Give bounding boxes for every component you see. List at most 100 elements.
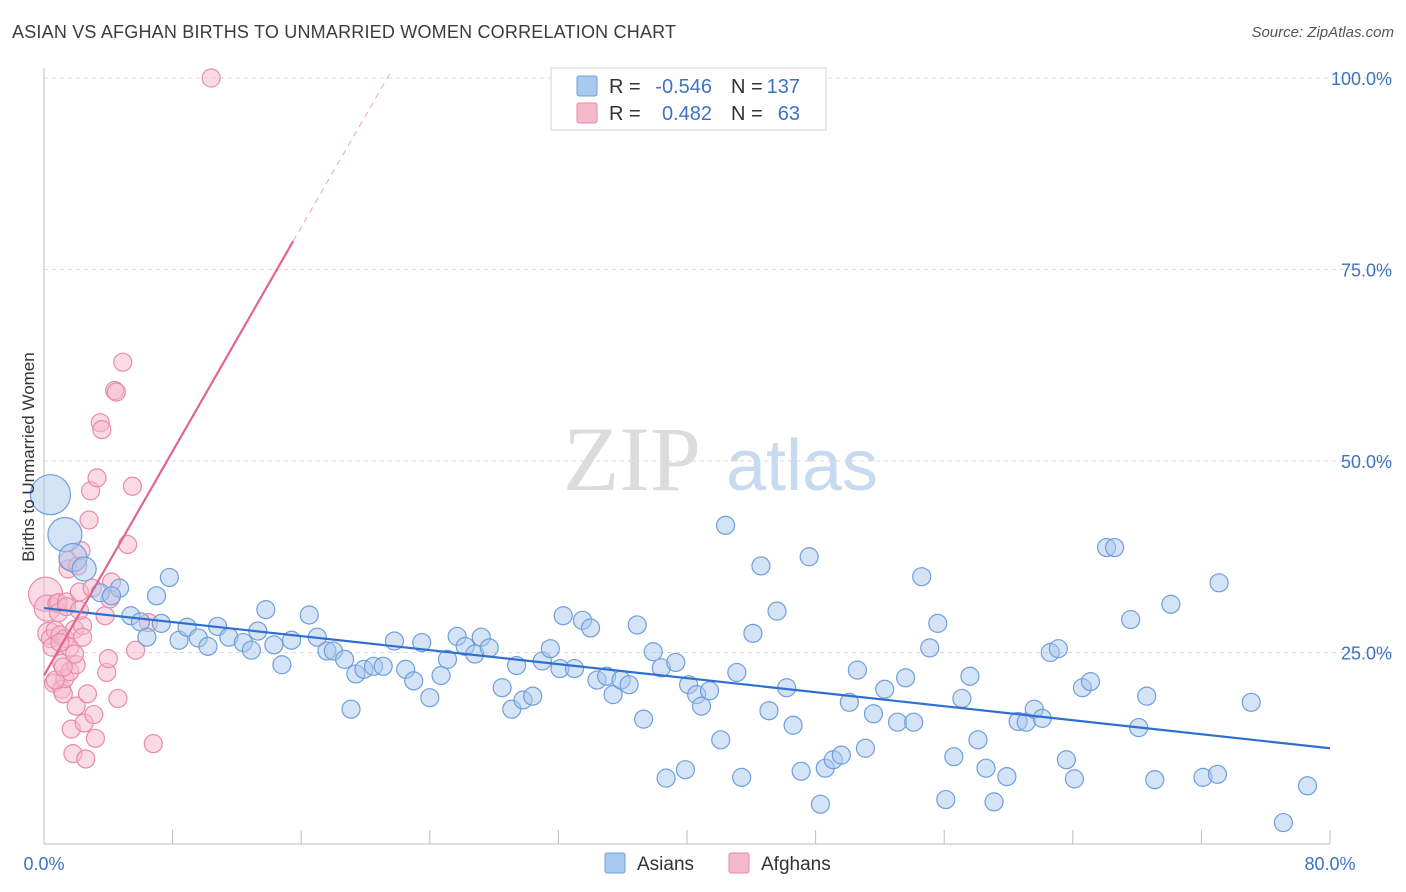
asians-point bbox=[564, 658, 585, 679]
asians-point bbox=[944, 747, 964, 767]
afghans-point bbox=[143, 734, 163, 754]
afghans-point bbox=[106, 382, 126, 402]
asians-point bbox=[984, 792, 1004, 812]
asians-point bbox=[159, 567, 179, 588]
watermark-zip: ZIP bbox=[563, 408, 701, 510]
asians-point bbox=[1048, 639, 1068, 659]
chart-title: ASIAN VS AFGHAN BIRTHS TO UNMARRIED WOME… bbox=[12, 22, 677, 42]
asians-point bbox=[437, 649, 458, 669]
asians-point bbox=[1080, 672, 1101, 692]
asians-point bbox=[101, 586, 122, 606]
asians-point bbox=[920, 638, 940, 658]
y-tick-label: 75.0% bbox=[1341, 261, 1392, 281]
asians-point bbox=[335, 649, 355, 669]
asians-point bbox=[727, 662, 747, 683]
asians-point bbox=[198, 636, 218, 656]
afghans-point bbox=[84, 704, 104, 725]
afghans-point bbox=[66, 696, 86, 716]
legend-n-label-afghans: N = bbox=[731, 103, 763, 125]
asians-point bbox=[711, 730, 731, 750]
bottom-legend: Asians Afghans bbox=[604, 852, 831, 875]
bottom-legend-afghans: Afghans bbox=[761, 854, 831, 875]
source-label: Source: ZipAtlas.com bbox=[1251, 24, 1394, 41]
asians-point bbox=[968, 730, 988, 750]
asians-point bbox=[523, 686, 543, 706]
asians-point bbox=[783, 715, 803, 735]
afghans-point bbox=[108, 688, 128, 709]
asians-point bbox=[151, 613, 171, 633]
asians-point bbox=[656, 768, 676, 788]
afghans-point bbox=[113, 352, 133, 372]
asians-point bbox=[960, 666, 980, 686]
asians-point bbox=[715, 515, 736, 535]
afghans-point bbox=[122, 476, 143, 496]
asians-point bbox=[691, 696, 712, 716]
bottom-legend-swatch-afghans bbox=[728, 852, 750, 874]
afghans-point bbox=[92, 419, 112, 440]
afghans-point bbox=[76, 749, 96, 769]
asians-point bbox=[1207, 764, 1228, 784]
asians-point bbox=[751, 556, 771, 576]
asians-point bbox=[373, 656, 393, 676]
asians-point bbox=[1104, 537, 1125, 558]
afghans-point bbox=[117, 534, 138, 555]
asians-point bbox=[146, 586, 167, 606]
legend: R = -0.546 N = 137 R = 0.482 N = 63 bbox=[550, 67, 827, 131]
asians-point bbox=[928, 613, 948, 633]
legend-n-value-asians: 137 bbox=[767, 76, 800, 98]
asians-point bbox=[404, 671, 424, 691]
asians-point bbox=[1121, 609, 1141, 630]
asians-point bbox=[810, 794, 831, 814]
asians-point bbox=[952, 688, 972, 709]
afghans-point bbox=[87, 468, 107, 488]
afghans-point bbox=[72, 627, 93, 647]
legend-n-label-asians: N = bbox=[731, 76, 763, 98]
asians-point bbox=[875, 679, 895, 699]
asians-point bbox=[976, 758, 996, 778]
y-tick-label: 100.0% bbox=[1331, 69, 1392, 89]
asians-point bbox=[540, 639, 560, 659]
afghans-trend-line bbox=[43, 240, 295, 677]
bottom-legend-swatch-asians bbox=[604, 852, 626, 874]
tick-labels: 25.0% 50.0% 75.0% 100.0% 0.0% 80.0% bbox=[23, 69, 1392, 874]
asians-point bbox=[847, 660, 867, 680]
legend-r-label-asians: R = bbox=[609, 76, 641, 98]
asians-point bbox=[759, 701, 779, 721]
watermark-atlas: atlas bbox=[726, 426, 878, 506]
asians-point bbox=[1145, 770, 1165, 790]
asians-point bbox=[743, 623, 763, 643]
legend-r-label-afghans: R = bbox=[609, 103, 641, 125]
asians-point bbox=[912, 567, 932, 587]
bottom-legend-asians: Asians bbox=[637, 854, 694, 875]
asians-point bbox=[791, 761, 811, 781]
asians-point bbox=[1241, 692, 1261, 712]
afghans-point bbox=[85, 728, 106, 748]
grid-lines bbox=[44, 77, 1392, 653]
asians-point bbox=[855, 738, 876, 758]
asians-point bbox=[492, 678, 512, 698]
asians-point bbox=[887, 712, 908, 732]
asians-point bbox=[633, 709, 654, 729]
asians-point bbox=[767, 601, 787, 621]
asians-point bbox=[839, 692, 859, 712]
x-tick-label-max: 80.0% bbox=[1304, 854, 1355, 874]
asians-point bbox=[831, 745, 851, 765]
asians-point bbox=[732, 767, 752, 787]
legend-r-value-asians: -0.546 bbox=[655, 76, 712, 98]
legend-swatch-afghans bbox=[576, 102, 598, 124]
asians-point bbox=[1273, 812, 1293, 833]
asians-point bbox=[1137, 686, 1157, 706]
afghans-point bbox=[64, 644, 85, 664]
asians-point bbox=[137, 627, 157, 647]
asians-point bbox=[256, 600, 276, 620]
legend-swatch-asians bbox=[576, 75, 598, 97]
afghans-trend-extension bbox=[292, 71, 392, 242]
asians-point bbox=[241, 640, 261, 660]
y-tick-label: 50.0% bbox=[1341, 452, 1392, 472]
afghans-point bbox=[53, 657, 73, 677]
asians-point bbox=[904, 712, 924, 732]
asians-point bbox=[619, 675, 639, 695]
asians-point bbox=[264, 635, 284, 655]
asians-point bbox=[479, 638, 499, 658]
axes bbox=[43, 68, 1331, 845]
